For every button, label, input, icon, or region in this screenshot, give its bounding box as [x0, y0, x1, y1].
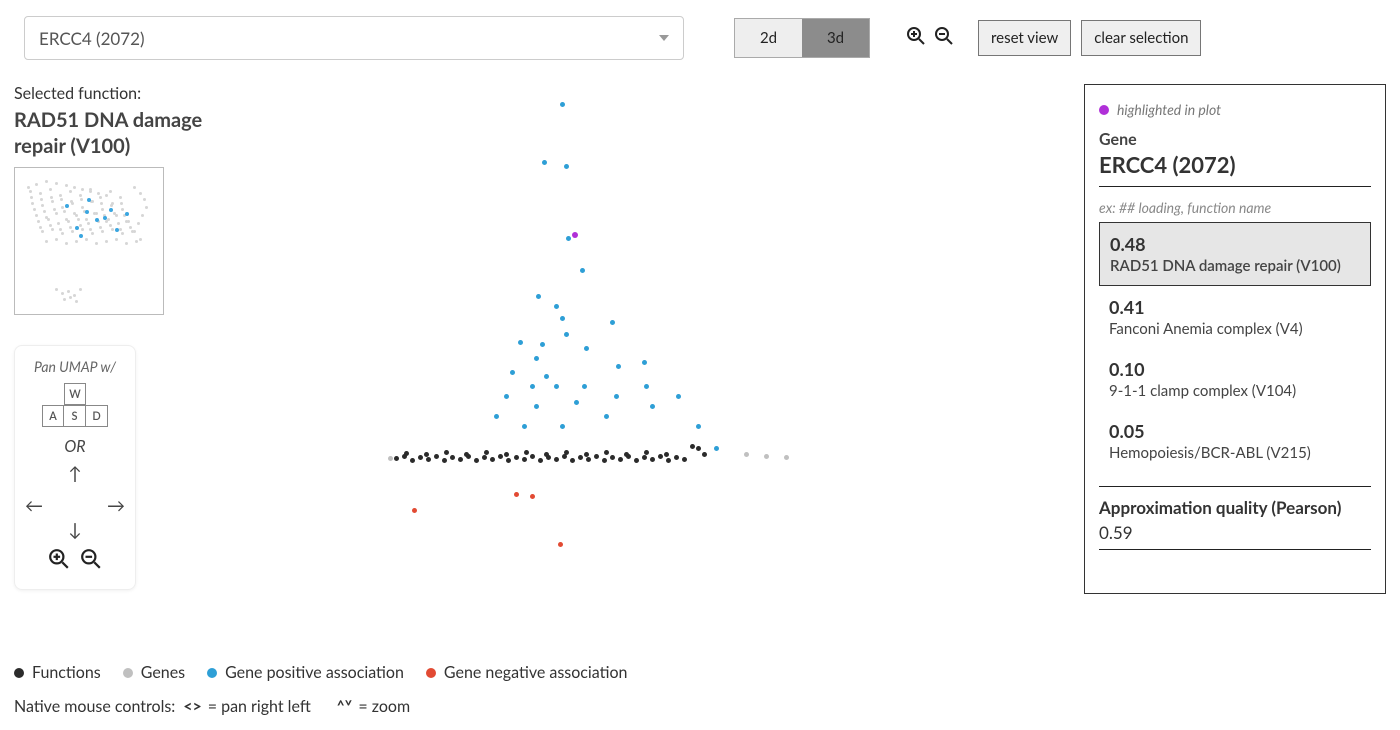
legend-dot-genes-icon: [123, 668, 133, 678]
legend-genes: Genes: [141, 663, 185, 682]
chevrons-lr-icon: < >: [183, 697, 199, 716]
key-a: A: [42, 405, 64, 427]
function-name: 9-1-1 clamp complex (V104): [1109, 382, 1361, 400]
native-controls-hint: Native mouse controls: < > = pan right l…: [14, 697, 410, 716]
legend-positive: Gene positive association: [225, 663, 404, 682]
legend-dot-functions-icon: [14, 668, 24, 678]
highlight-dot-icon: [1099, 105, 1109, 115]
chevrons-ud-icon: ˄ ˅: [337, 697, 351, 716]
panel-example-label: ex: ## loading, function name: [1099, 199, 1371, 216]
function-name: RAD51 DNA damage repair (V100): [1110, 257, 1360, 275]
dimension-toggle: 2d 3d: [734, 18, 870, 58]
pan-controls-card: Pan UMAP w/ W A S D OR ↑ ← → ↓: [14, 345, 136, 590]
native-controls-label: Native mouse controls:: [14, 697, 175, 716]
minimap[interactable]: [14, 167, 164, 315]
approximation-quality-label: Approximation quality (Pearson): [1099, 497, 1371, 518]
function-list: 0.48 RAD51 DNA damage repair (V100) 0.41 Fa…: [1099, 222, 1371, 472]
gene-select-value: ERCC4 (2072): [39, 28, 145, 49]
highlighted-label: highlighted in plot: [1117, 101, 1221, 118]
legend-negative: Gene negative association: [444, 663, 628, 682]
chevron-down-icon: [659, 35, 669, 41]
function-loading: 0.05: [1109, 420, 1361, 442]
function-loading: 0.10: [1109, 358, 1361, 380]
scatter-plot-3d[interactable]: [244, 84, 1074, 594]
key-s: S: [64, 405, 86, 427]
native-zoom-label: = zoom: [358, 697, 410, 716]
pan-zoom-out-icon[interactable]: [80, 548, 102, 575]
selected-function-label: Selected function:: [14, 84, 244, 103]
dim-2d-button[interactable]: 2d: [735, 19, 802, 57]
pan-left-button[interactable]: ←: [25, 494, 43, 516]
zoom-in-icon[interactable]: [906, 26, 926, 51]
panel-gene-label: Gene: [1099, 130, 1371, 149]
dim-3d-button[interactable]: 3d: [802, 19, 869, 57]
reset-view-button[interactable]: reset view: [978, 20, 1071, 56]
function-list-item[interactable]: 0.05 Hemopoiesis/BCR-ABL (V215): [1099, 410, 1371, 472]
native-pan-label: = pan right left: [208, 697, 311, 716]
pan-or-label: OR: [25, 437, 125, 456]
pan-header: Pan UMAP w/: [25, 358, 125, 375]
function-list-item[interactable]: 0.41 Fanconi Anemia complex (V4): [1099, 286, 1371, 348]
wasd-keys: W A S D: [25, 383, 125, 427]
selected-function-name: RAD51 DNA damage repair (V100): [14, 107, 244, 159]
zoom-out-icon[interactable]: [934, 26, 954, 51]
function-name: Fanconi Anemia complex (V4): [1109, 320, 1361, 338]
legend-dot-positive-icon: [207, 668, 217, 678]
function-name: Hemopoiesis/BCR-ABL (V215): [1109, 444, 1361, 462]
function-list-item[interactable]: 0.48 RAD51 DNA damage repair (V100): [1099, 222, 1371, 286]
panel-gene-name: ERCC4 (2072): [1099, 151, 1371, 178]
pan-right-button[interactable]: →: [107, 494, 125, 516]
clear-selection-button[interactable]: clear selection: [1081, 20, 1201, 56]
function-list-item[interactable]: 0.10 9-1-1 clamp complex (V104): [1099, 348, 1371, 410]
details-panel: highlighted in plot Gene ERCC4 (2072) ex…: [1084, 84, 1386, 594]
legend-dot-negative-icon: [426, 668, 436, 678]
legend: Functions Genes Gene positive associatio…: [14, 663, 627, 682]
pan-down-button[interactable]: ↓: [68, 518, 82, 540]
approximation-quality-value: 0.59: [1099, 522, 1371, 543]
function-loading: 0.41: [1109, 296, 1361, 318]
key-w: W: [64, 383, 86, 405]
pan-up-button[interactable]: ↑: [68, 462, 82, 484]
legend-functions: Functions: [32, 663, 101, 682]
key-d: D: [86, 405, 108, 427]
pan-zoom-in-icon[interactable]: [48, 548, 70, 575]
function-loading: 0.48: [1110, 233, 1360, 255]
gene-select[interactable]: ERCC4 (2072): [24, 16, 684, 60]
